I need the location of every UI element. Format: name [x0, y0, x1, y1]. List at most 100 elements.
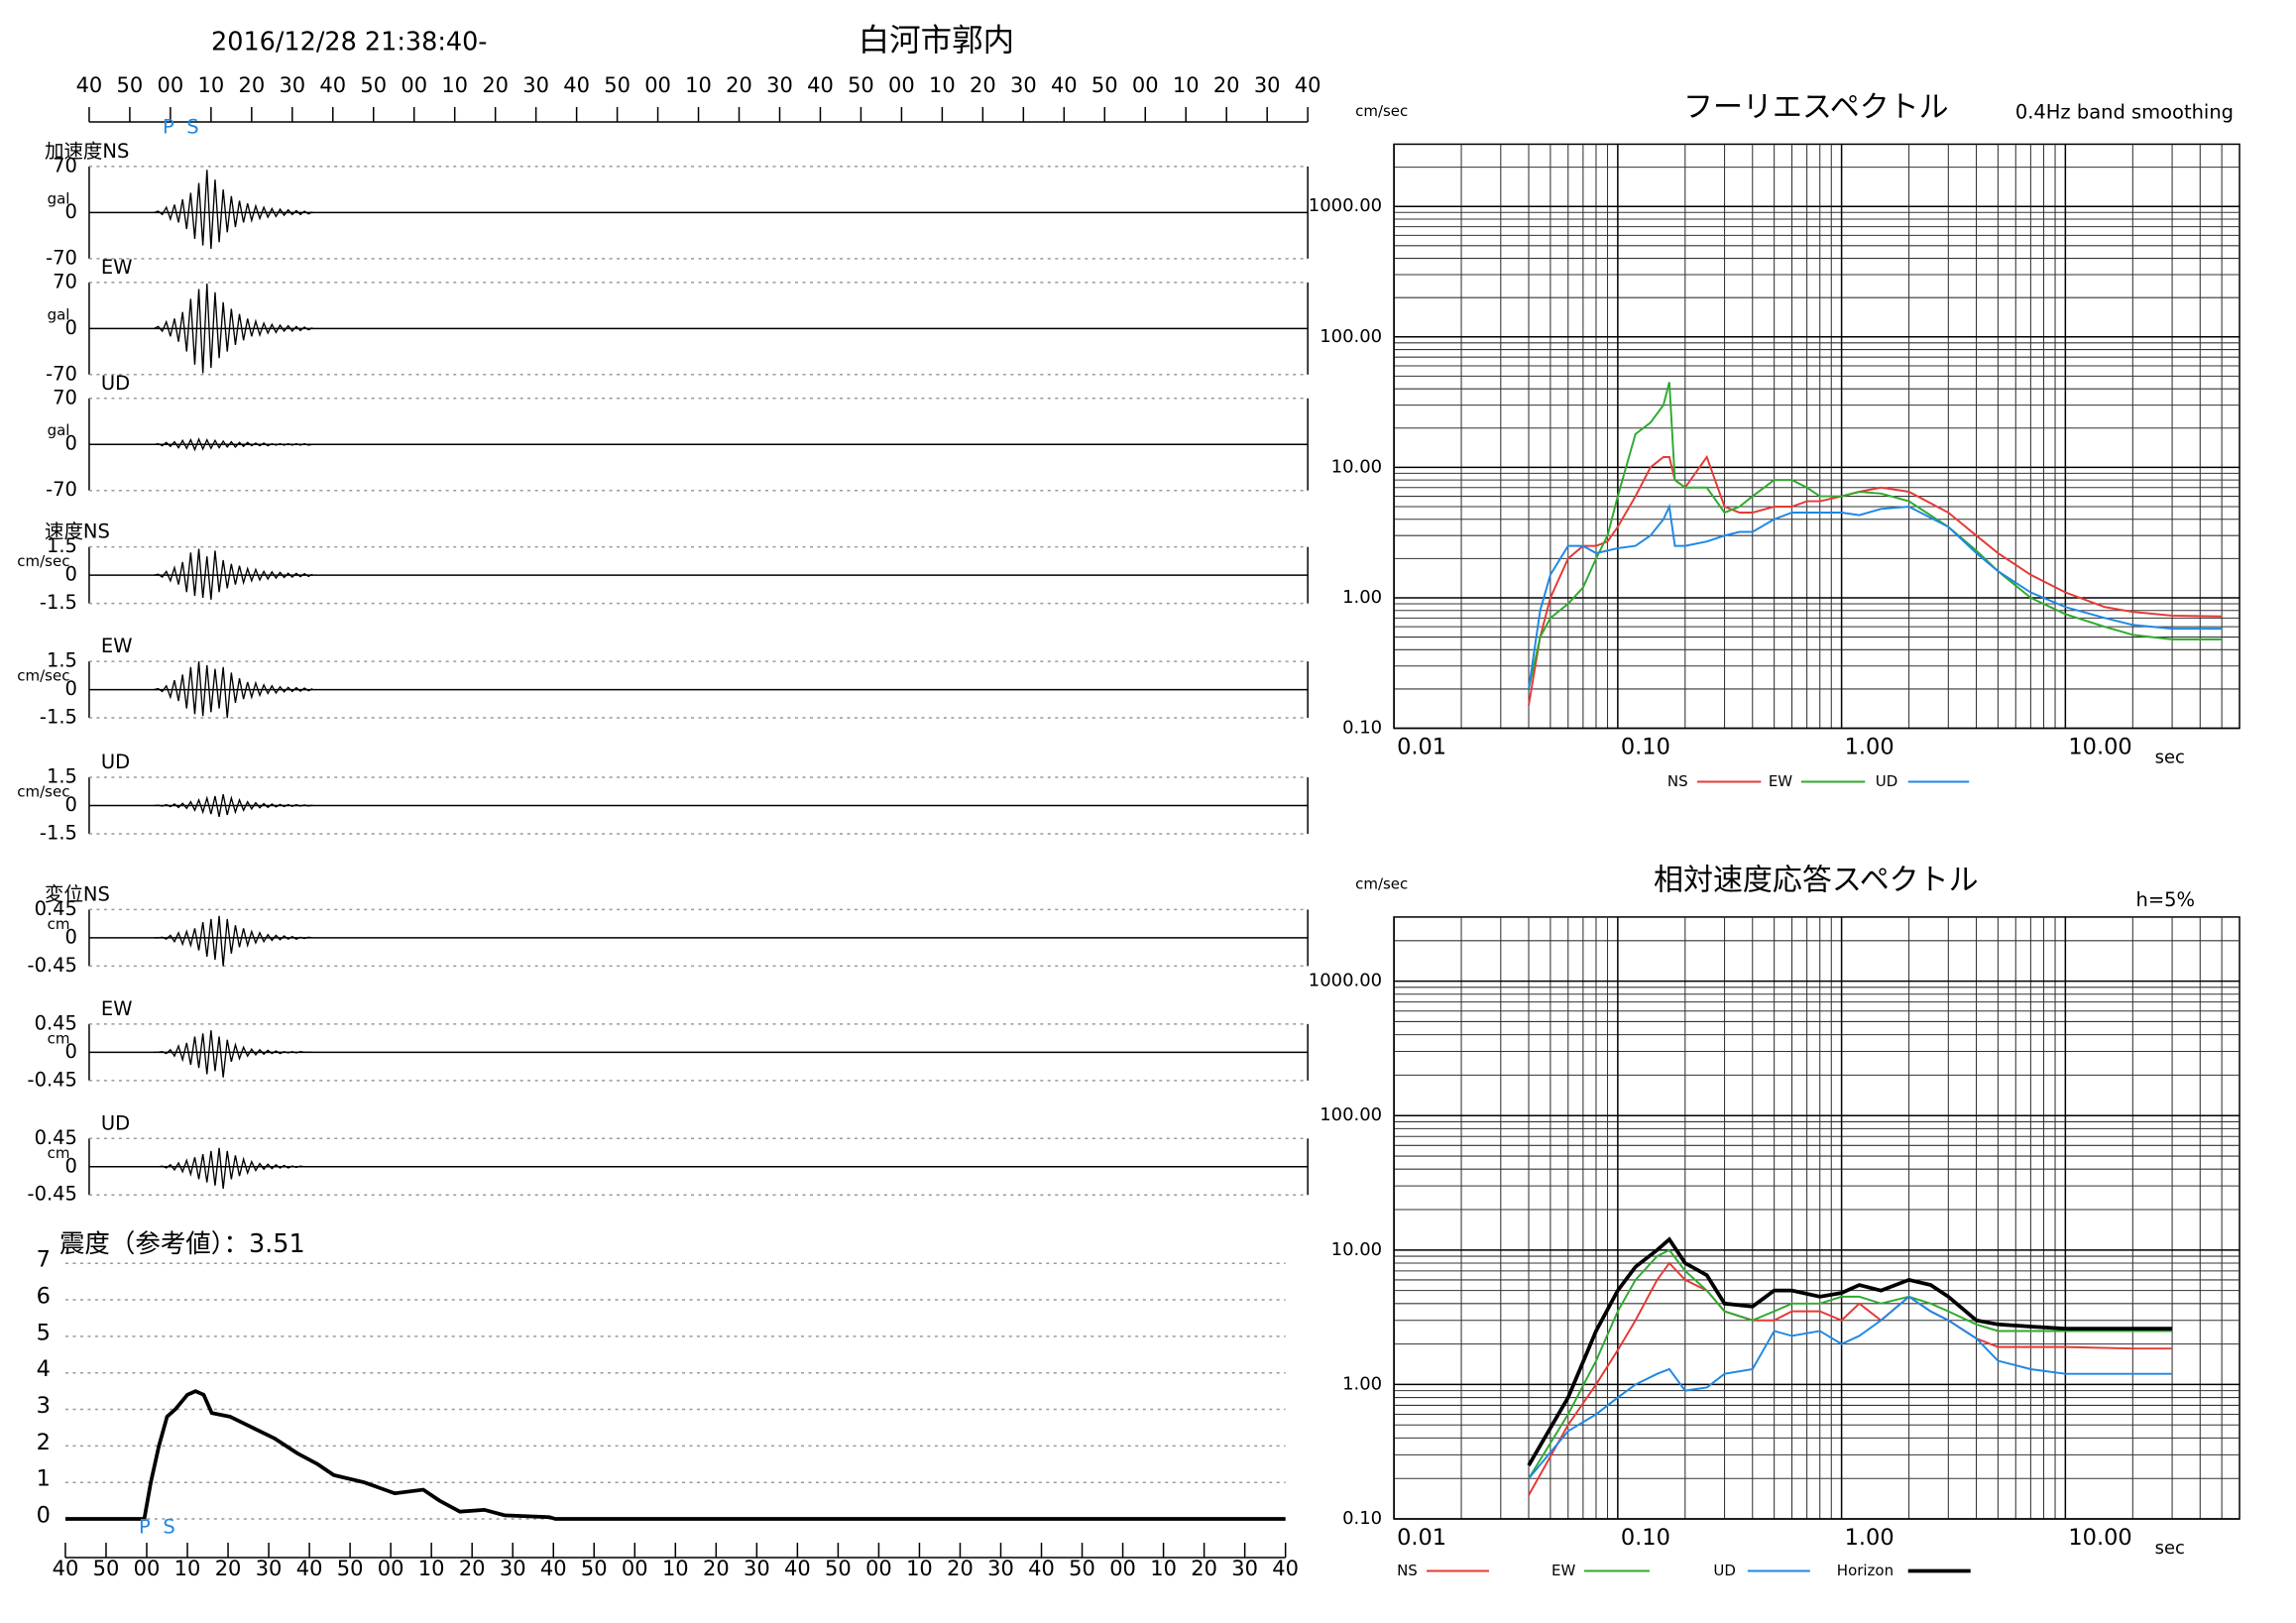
x-tick-label: 00	[401, 73, 427, 97]
x-tick-label: 10	[929, 73, 956, 97]
phase-label: S	[163, 1516, 174, 1539]
x-tick-label: 30	[987, 1557, 1014, 1580]
unit-label: cm	[48, 915, 70, 933]
unit-label: cm/sec	[17, 552, 69, 570]
y-tick-label: 70	[53, 154, 77, 176]
x-tick-label: 10	[662, 1557, 689, 1580]
x-tick-label: 40	[807, 73, 834, 97]
x-tick-label: 20	[947, 1557, 974, 1580]
station: 白河市郭内	[859, 23, 1014, 58]
x-tick-label: 10	[906, 1557, 933, 1580]
y-tick-label: 0	[65, 432, 77, 455]
x-tick-label: 50	[1091, 73, 1118, 97]
x-tick-label: 30	[500, 1557, 526, 1580]
trace-name: UD	[101, 1111, 130, 1134]
series-line	[1528, 1248, 2173, 1479]
x-tick-label: 40	[563, 73, 590, 97]
y-tick-label: 6	[37, 1284, 51, 1310]
y-tick-label: 1000.00	[1309, 971, 1382, 991]
phase-label: P	[139, 1516, 151, 1539]
x-tick-label: 50	[848, 73, 874, 97]
x-tick-label: 00	[378, 1557, 404, 1580]
x-tick-label: 20	[238, 73, 265, 97]
datetime: 2016/12/28 21:38:40-	[211, 28, 487, 58]
x-tick-label: 50	[1069, 1557, 1095, 1580]
series-line	[1528, 1295, 2173, 1479]
legend-label: EW	[1769, 772, 1792, 790]
chart-subtitle: h=5%	[2136, 888, 2196, 911]
x-tick-label: 20	[703, 1557, 730, 1580]
unit-label: gal	[48, 189, 70, 207]
y-tick-label: 0	[65, 793, 77, 816]
y-tick-label: 1.00	[1342, 1373, 1382, 1394]
series-line	[1528, 503, 2223, 690]
y-tick-label: 0.45	[35, 1126, 77, 1149]
series-line	[1527, 1236, 2173, 1467]
y-tick-label: 70	[53, 386, 77, 408]
y-tick-label: 100.00	[1320, 326, 1382, 347]
waveform	[154, 548, 313, 600]
x-axis-label: sec	[2155, 748, 2185, 768]
y-tick-label: 1.5	[47, 534, 77, 557]
waveform	[154, 1030, 313, 1078]
y-tick-label: 10.00	[1331, 456, 1382, 477]
y-tick-label: 7	[37, 1247, 51, 1273]
x-tick-label: 50	[117, 73, 144, 97]
trace-label: 加速度NS	[45, 139, 129, 162]
x-tick-label: 30	[1254, 73, 1281, 97]
trace-label: EW	[101, 996, 133, 1019]
phase-label: S	[186, 115, 198, 138]
x-tick-label: 20	[482, 73, 509, 97]
x-tick-label: 10	[198, 73, 225, 97]
x-tick-label: 30	[256, 1557, 283, 1580]
group-label: 加速度	[45, 139, 102, 162]
x-tick-label: 40	[1272, 1557, 1299, 1580]
series-line	[1528, 1261, 2173, 1496]
x-tick-label: 20	[1191, 1557, 1217, 1580]
waveform	[154, 284, 313, 374]
y-tick-label: 1	[37, 1466, 51, 1492]
legend-label: Horizon	[1837, 1562, 1894, 1579]
x-tick-label: 50	[93, 1557, 120, 1580]
x-tick-label: 10	[418, 1557, 445, 1580]
x-tick-label: 40	[53, 1557, 79, 1580]
x-tick-label: 20	[1213, 73, 1240, 97]
x-tick-label: 40	[319, 73, 346, 97]
x-tick-label: 10	[685, 73, 712, 97]
y-tick-label: 1000.00	[1309, 195, 1382, 216]
y-tick-label: 4	[37, 1356, 51, 1382]
trace-label: UD	[101, 751, 130, 773]
x-tick-label: 0.01	[1397, 1525, 1446, 1551]
legend-label: UD	[1713, 1562, 1736, 1579]
y-tick-label: 0	[65, 200, 77, 223]
x-tick-label: 40	[1051, 73, 1078, 97]
waveform	[154, 661, 313, 719]
chart-title: 相対速度応答スペクトル	[1654, 863, 1979, 897]
trace-name: UD	[101, 751, 130, 773]
y-tick-label: 1.5	[47, 765, 77, 788]
y-tick-label: 1.5	[47, 649, 77, 672]
y-tick-label: 1.00	[1342, 587, 1382, 608]
x-tick-label: 20	[215, 1557, 242, 1580]
trace-name: EW	[101, 635, 133, 657]
chart-subtitle: 0.4Hz band smoothing	[2015, 100, 2234, 123]
x-tick-label: 30	[1231, 1557, 1258, 1580]
group-label: 速度	[45, 520, 83, 542]
x-tick-label: 20	[970, 73, 996, 97]
x-tick-label: 00	[888, 73, 915, 97]
chart-title: フーリエスペクトル	[1683, 90, 1949, 125]
trace-name: UD	[101, 371, 130, 394]
y-tick-label: -70	[46, 478, 77, 501]
x-tick-label: 40	[540, 1557, 567, 1580]
legend-label: NS	[1667, 772, 1688, 790]
x-tick-label: 20	[726, 73, 752, 97]
y-tick-label: 0	[65, 925, 77, 948]
y-tick-label: 0.10	[1342, 1508, 1382, 1529]
x-tick-label: 10	[441, 73, 468, 97]
y-tick-label: 100.00	[1320, 1104, 1382, 1125]
x-tick-label: 40	[76, 73, 103, 97]
waveform	[154, 1147, 313, 1189]
y-tick-label: 2	[37, 1430, 51, 1455]
